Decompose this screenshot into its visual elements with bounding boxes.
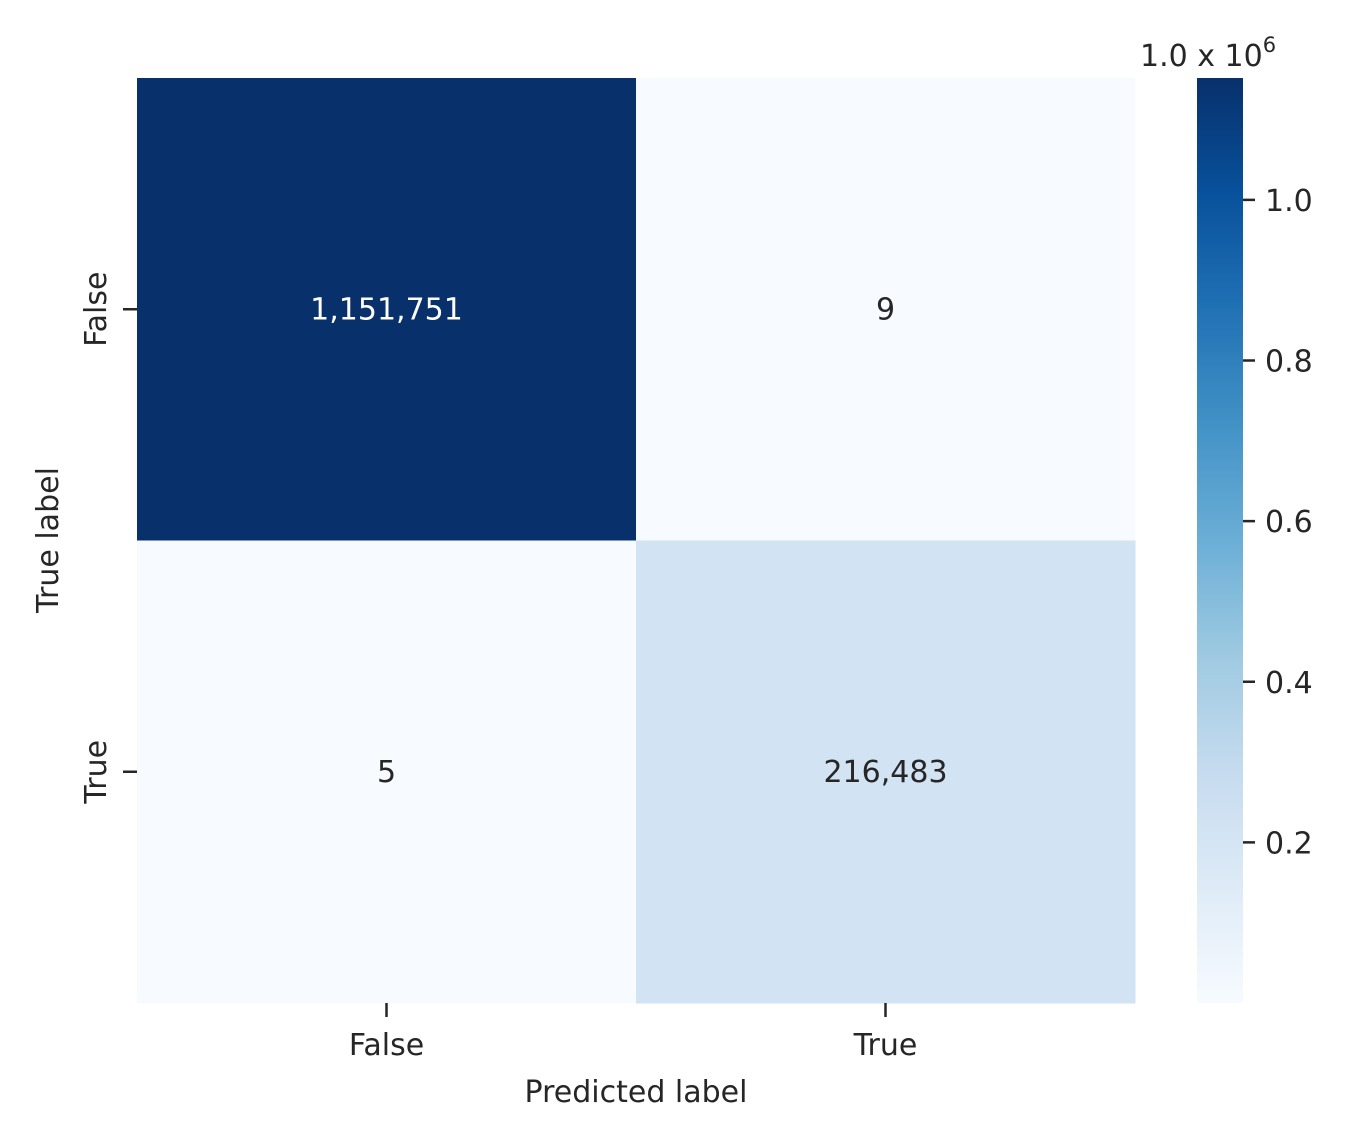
x-axis: False True	[349, 1003, 918, 1063]
x-tick-label: True	[853, 1028, 918, 1063]
y-axis-label: True label	[31, 467, 66, 614]
heatmap-cell	[636, 78, 1136, 541]
colorbar-tick-label: 0.6	[1265, 505, 1313, 540]
y-tick-label: True	[79, 740, 114, 805]
colorbar-tick-label: 0.2	[1265, 826, 1313, 861]
cell-value-label: 216,483	[823, 755, 947, 790]
cell-value-label: 5	[377, 755, 396, 790]
colorbar-tick-label: 1.0	[1265, 184, 1313, 219]
colorbar-offset-exponent: 6	[1263, 33, 1276, 57]
colorbar-tick-label: 0.8	[1265, 345, 1313, 380]
x-axis-label: Predicted label	[525, 1075, 748, 1110]
colorbar-offset-base: 1.0 x 10	[1140, 39, 1263, 74]
heatmap-cell	[636, 540, 1136, 1004]
colorbar-tick-label: 0.4	[1265, 666, 1313, 701]
colorbar-ticks: 0.2 0.4 0.6 0.8 1.0	[1243, 184, 1313, 861]
colorbar	[1197, 78, 1243, 1003]
heatmap-cell	[137, 78, 637, 541]
cell-value-label: 9	[876, 292, 895, 327]
y-tick-label: False	[79, 272, 114, 347]
colorbar-offset-label: 1.0 x 106	[1140, 33, 1276, 74]
heatmap-cells	[137, 78, 1136, 1004]
heatmap-cell	[137, 540, 637, 1004]
cell-value-label: 1,151,751	[310, 292, 463, 327]
y-axis: False True	[79, 272, 137, 805]
heatmap-cell-labels: 1,151,751 9 5 216,483	[310, 292, 947, 790]
x-tick-label: False	[349, 1028, 424, 1063]
